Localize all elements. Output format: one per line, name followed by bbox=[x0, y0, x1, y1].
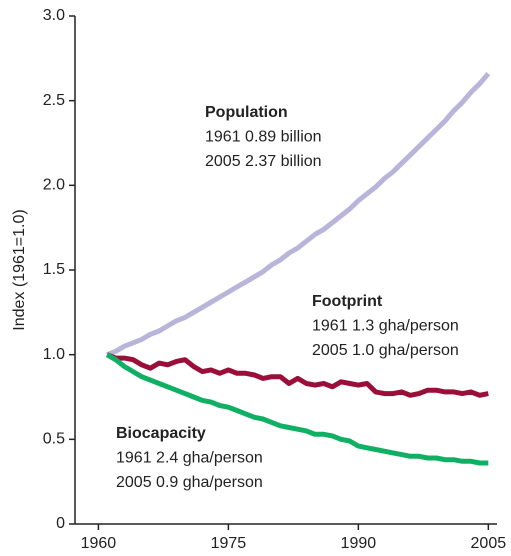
y-tick-label: 0.5 bbox=[43, 431, 65, 448]
x-tick-label: 1975 bbox=[211, 535, 247, 552]
x-tick-label: 2005 bbox=[471, 535, 507, 552]
series-label: Biocapacity bbox=[116, 425, 206, 442]
series-note: 1961 1.3 gha/person bbox=[312, 318, 459, 335]
y-tick-label: 2.0 bbox=[43, 177, 65, 194]
series-line bbox=[105, 352, 489, 466]
y-axis-label: Index (1961=1.0) bbox=[11, 209, 28, 330]
series-note: 1961 2.4 gha/person bbox=[116, 450, 263, 467]
y-tick-label: 1.0 bbox=[43, 346, 65, 363]
x-tick-label: 1990 bbox=[341, 535, 377, 552]
series-line bbox=[106, 352, 489, 398]
series-note: 2005 1.0 gha/person bbox=[312, 342, 459, 359]
series-line bbox=[106, 71, 491, 358]
y-tick-label: 1.5 bbox=[43, 261, 65, 278]
series-label: Population bbox=[205, 104, 288, 121]
series-note: 2005 2.37 billion bbox=[205, 153, 322, 170]
y-tick-label: 0 bbox=[56, 515, 65, 532]
series-note: 2005 0.9 gha/person bbox=[116, 474, 263, 491]
series-note: 1961 0.89 billion bbox=[205, 129, 322, 146]
y-tick-label: 3.0 bbox=[43, 7, 65, 24]
y-tick-label: 2.5 bbox=[43, 92, 65, 109]
series-label: Footprint bbox=[312, 293, 383, 310]
x-tick-label: 1960 bbox=[81, 535, 117, 552]
